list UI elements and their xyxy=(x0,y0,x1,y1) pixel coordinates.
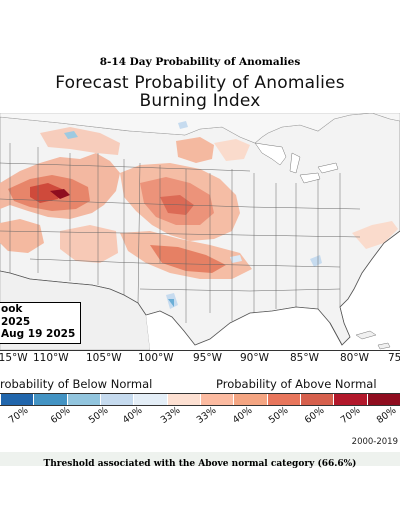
colorbar-tick-above: 70% xyxy=(338,404,363,427)
map-title: Forecast Probability of Anomalies xyxy=(55,73,345,93)
colorbar-tick-above: 60% xyxy=(302,404,327,427)
colorbar-swatch xyxy=(199,394,234,405)
colorbar-swatch xyxy=(33,394,67,405)
map-subtitle: Burning Index xyxy=(139,91,261,111)
info-line-2: 2025 xyxy=(1,315,31,328)
lon-label: 80°W xyxy=(340,352,369,364)
colorbar-swatch xyxy=(333,394,367,405)
colorbar-tick-below: 40% xyxy=(120,404,145,427)
great-lakes xyxy=(254,142,339,184)
lon-label: 90°W xyxy=(240,352,269,364)
colorbar-swatch xyxy=(166,394,200,405)
forecast-info-box: ook 2025 Aug 19 2025 xyxy=(0,302,81,344)
colorbar-swatch xyxy=(99,394,134,405)
colorbar-swatch xyxy=(266,394,300,405)
colorbar-swatch xyxy=(233,394,267,405)
forecast-map xyxy=(0,113,400,351)
lon-label: 110°W xyxy=(33,352,69,364)
colorbar-tick-below: 60% xyxy=(48,404,73,427)
state-boundaries xyxy=(0,143,361,323)
colorbar-tick-below: 33% xyxy=(158,404,183,427)
colorbar-swatch xyxy=(299,394,334,405)
colorbar-swatch xyxy=(366,394,400,405)
top-heading: 8-14 Day Probability of Anomalies xyxy=(99,56,301,68)
lon-label: 75°W xyxy=(388,352,400,364)
climatology-period: 2000-2019 xyxy=(351,437,398,447)
probability-colorbar xyxy=(0,393,400,406)
lon-label: 115°W xyxy=(0,352,28,364)
colorbar-tick-below: 70% xyxy=(6,404,31,427)
colorbar-swatch xyxy=(0,394,34,405)
colorbar-tick-below: 50% xyxy=(86,404,111,427)
colorbar-tick-above: 80% xyxy=(374,404,399,427)
threshold-footnote: Threshold associated with the Above norm… xyxy=(43,459,357,469)
lon-label: 85°W xyxy=(290,352,319,364)
legend-above-label: Probability of Above Normal xyxy=(216,377,377,391)
colorbar-swatch xyxy=(133,394,167,405)
info-line-1: ook xyxy=(1,303,23,315)
legend-below-label: robability of Below Normal xyxy=(0,377,153,391)
footnote-band xyxy=(0,452,400,466)
colorbar-tick-above: 33% xyxy=(194,404,219,427)
colorbar-tick-above: 50% xyxy=(266,404,291,427)
lon-label: 95°W xyxy=(193,352,222,364)
colorbar-swatch xyxy=(66,394,100,405)
info-line-3: Aug 19 2025 xyxy=(1,328,76,341)
lon-label: 105°W xyxy=(86,352,122,364)
lon-label: 100°W xyxy=(138,352,174,364)
below-normal-areas xyxy=(64,121,322,309)
colorbar-tick-above: 40% xyxy=(230,404,255,427)
